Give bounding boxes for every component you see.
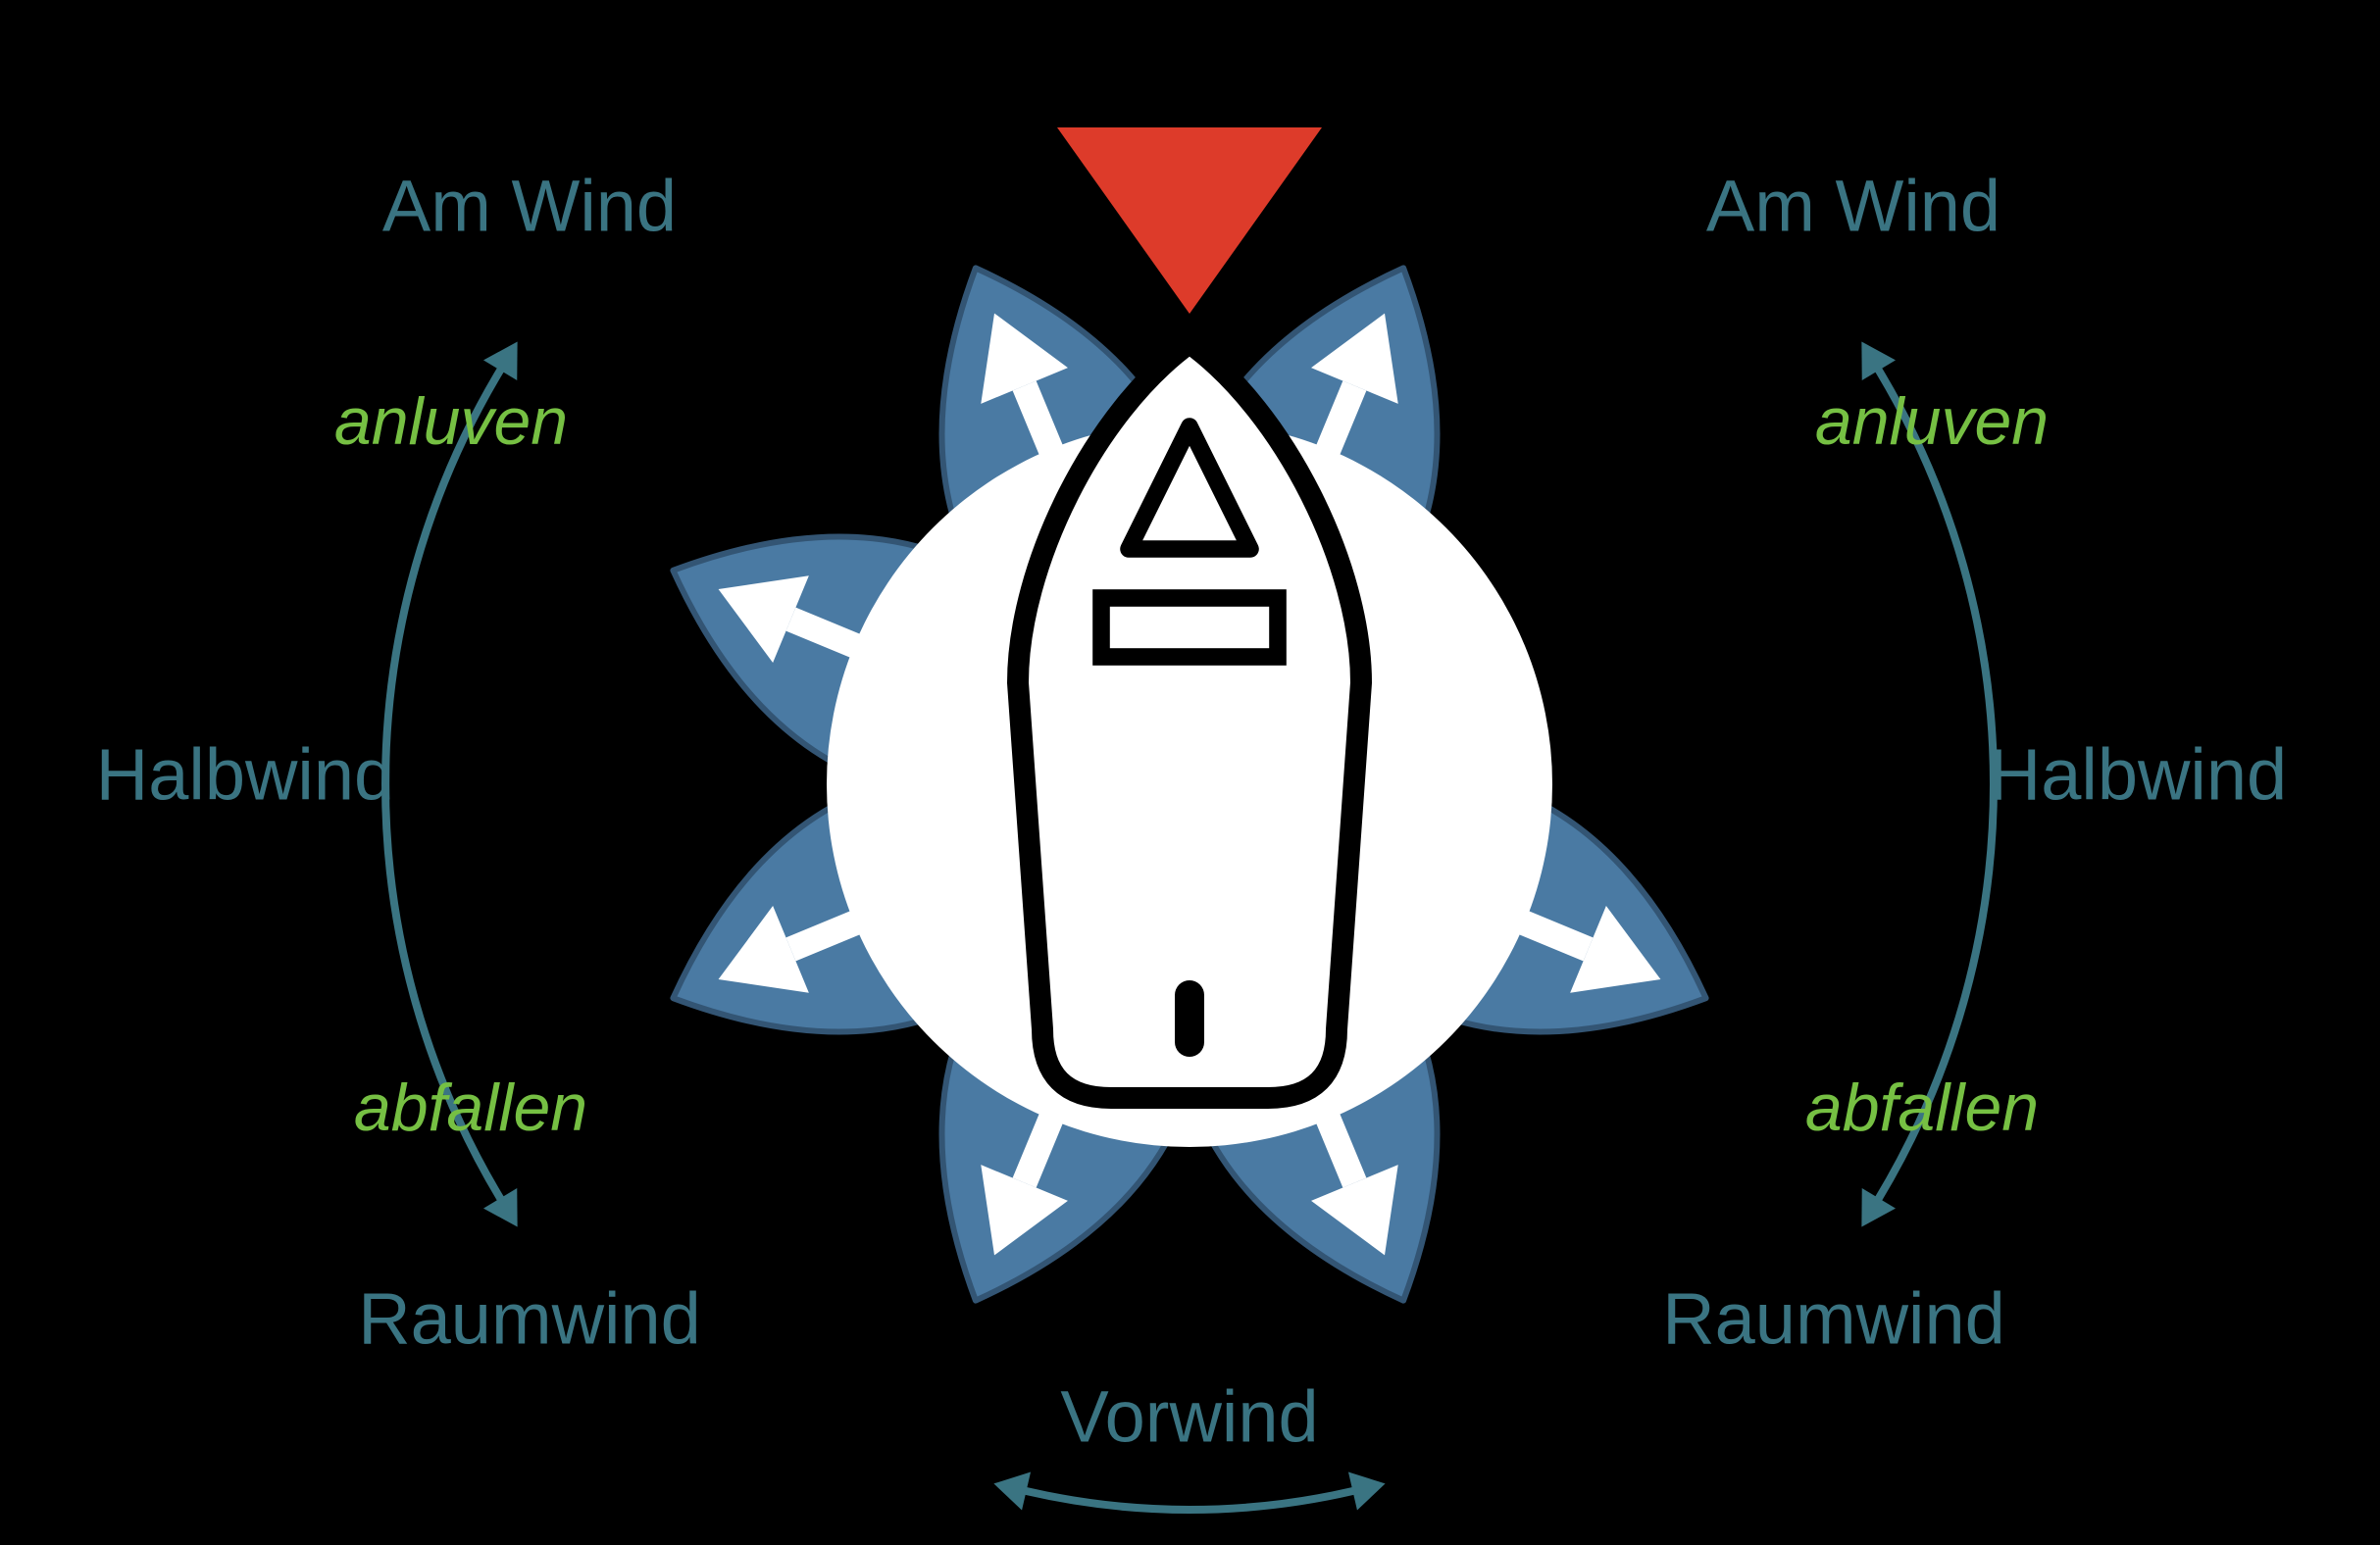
arc-arrowhead	[1348, 1472, 1386, 1511]
label-halbwind-left: Halbwind	[96, 733, 394, 817]
label-abfallen-left: abfallen	[354, 1070, 587, 1146]
label-anluven-left: anluven	[334, 383, 568, 460]
sailing-points-diagram: Am Wind anluven Halbwind abfallen Raumwi…	[0, 0, 2380, 1545]
wind-indicator-icon	[1057, 127, 1322, 314]
label-vorwind: Vorwind	[1060, 1375, 1318, 1459]
boat-stern-slot	[1175, 980, 1204, 1057]
arc-bottom	[1027, 1491, 1353, 1510]
label-halbwind-right: Halbwind	[1989, 733, 2287, 817]
label-abfallen-right: abfallen	[1805, 1070, 2039, 1146]
label-raumwind-left: Raumwind	[358, 1277, 701, 1361]
label-anluven-right: anluven	[1815, 383, 2049, 460]
label-am-wind-right: Am Wind	[1706, 165, 2000, 248]
label-raumwind-right: Raumwind	[1662, 1277, 2005, 1361]
label-am-wind-left: Am Wind	[382, 165, 677, 248]
arc-arrowhead	[993, 1472, 1031, 1511]
